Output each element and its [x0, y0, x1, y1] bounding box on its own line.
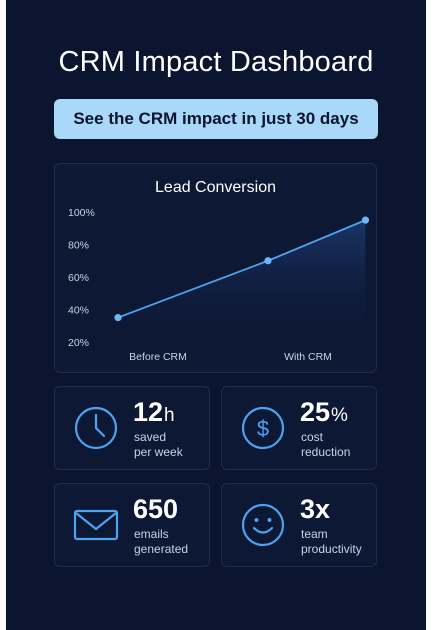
stat-label: emails generated: [134, 527, 189, 556]
stat-value: 12h: [133, 397, 175, 427]
svg-text:$: $: [257, 416, 269, 441]
clock-icon: [74, 406, 118, 450]
stat-label: team productivity: [301, 527, 362, 556]
stat-card-emails-generated: 650 emails generated: [54, 483, 210, 567]
x-tick-label: Before CRM: [129, 351, 187, 363]
envelope-icon: [73, 509, 119, 541]
chart-title: Lead Conversion: [155, 179, 276, 196]
stat-card-hours-saved: 12h saved per week: [54, 386, 210, 470]
stat-value: 25%: [300, 397, 348, 427]
stat-card-cost-reduction: $ 25% cost reduction: [221, 386, 377, 470]
data-point: [361, 216, 370, 224]
x-tick-label: With CRM: [284, 351, 332, 363]
smiley-icon: [241, 503, 285, 547]
page-title: CRM Impact Dashboard: [58, 46, 374, 78]
y-tick-label: 80%: [68, 240, 89, 252]
stat-label: cost reduction: [301, 430, 351, 459]
stat-value: 650: [133, 494, 179, 524]
y-tick-label: 60%: [68, 272, 89, 284]
data-point: [264, 257, 272, 265]
y-tick-label: 100%: [68, 207, 95, 219]
impact-banner: See the CRM impact in just 30 days: [54, 99, 378, 139]
data-point: [114, 314, 122, 322]
lead-conversion-chart: 100% 80% 60% 40% 20% Before CRM With CRM: [68, 207, 370, 363]
lead-conversion-chart-card: Lead Conversion 100% 80% 60% 40% 20% Before C…: [54, 163, 377, 373]
y-tick-label: 40%: [68, 305, 89, 317]
y-tick-label: 20%: [68, 337, 89, 349]
stat-card-team-productivity: 3x team productivity: [221, 483, 377, 567]
series-area: [118, 220, 366, 342]
stat-label: saved per week: [134, 430, 183, 459]
dollar-icon: $: [241, 406, 285, 450]
stat-value: 3x: [300, 494, 331, 524]
